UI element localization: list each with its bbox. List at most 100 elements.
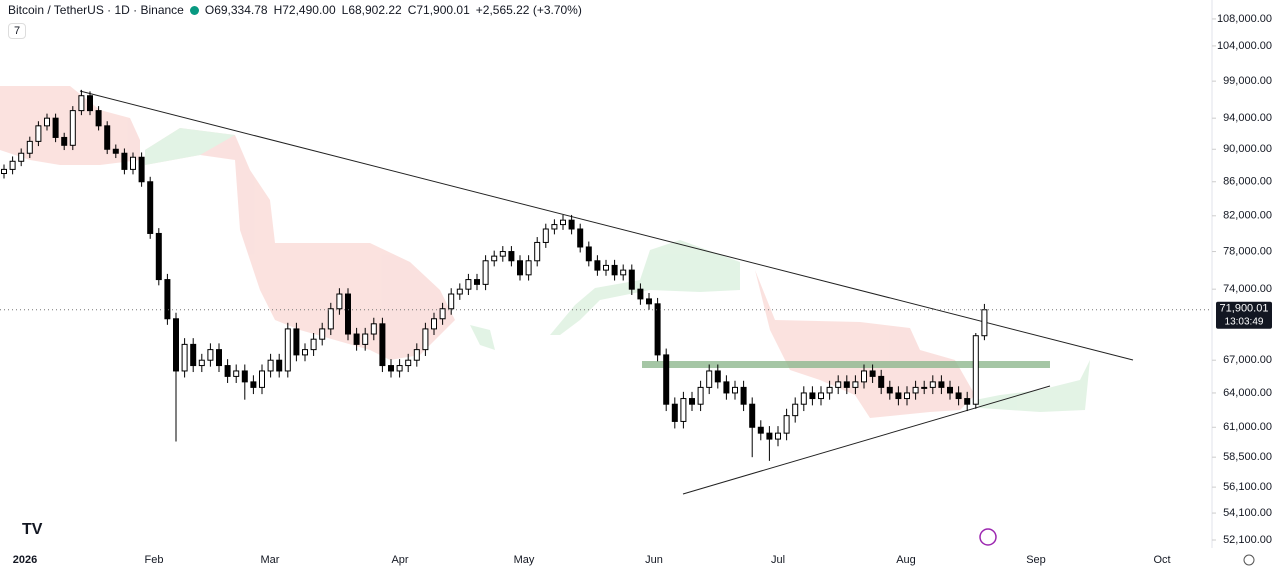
candle-body xyxy=(568,219,575,230)
candle-body xyxy=(706,370,713,388)
candle-body xyxy=(155,232,162,281)
support-zone xyxy=(642,361,1050,368)
candle-body xyxy=(551,224,558,230)
candle-body xyxy=(112,148,119,154)
y-tick-label: 104,000.00 xyxy=(1217,40,1272,52)
candle-body xyxy=(637,288,644,300)
x-tick-label: Oct xyxy=(1153,554,1170,566)
y-tick-label: 90,000.00 xyxy=(1223,143,1272,155)
candle-body xyxy=(284,328,291,372)
candle-body xyxy=(69,110,76,146)
candle-body xyxy=(224,365,231,377)
candle-body xyxy=(216,349,222,367)
y-tick-label: 64,000.00 xyxy=(1223,387,1272,399)
candle-body xyxy=(121,152,128,170)
candle-body xyxy=(646,298,652,305)
candle-body xyxy=(749,403,756,428)
candle-body xyxy=(379,323,386,367)
candle-body xyxy=(164,279,171,320)
settings-icon[interactable] xyxy=(1243,554,1255,566)
candle-body xyxy=(757,426,764,434)
y-tick-label: 86,000.00 xyxy=(1223,176,1272,188)
candle-body xyxy=(929,381,936,388)
candle-body xyxy=(147,181,154,234)
ichimoku-cloud xyxy=(0,86,1090,418)
candle-body xyxy=(671,403,678,422)
candle-body xyxy=(525,260,532,276)
candle-body xyxy=(852,381,859,388)
y-tick-label: 52,100.00 xyxy=(1223,534,1272,546)
symbol[interactable]: Bitcoin / TetherUS · 1D · Binance xyxy=(8,3,184,17)
ohlc-change: +2,565.22 (+3.70%) xyxy=(475,3,582,17)
candle-body xyxy=(792,403,799,417)
y-tick-label: 94,000.00 xyxy=(1223,112,1272,124)
candle-body xyxy=(310,338,317,351)
candle-body xyxy=(198,359,205,367)
x-tick-label: Aug xyxy=(896,554,916,566)
candle-body xyxy=(972,335,979,405)
countdown: 13:03:49 xyxy=(1225,316,1264,327)
candle-body xyxy=(353,333,360,345)
candle-body xyxy=(61,136,68,146)
candle-body xyxy=(560,219,566,226)
candle-body xyxy=(207,349,214,361)
candle-body xyxy=(895,392,902,400)
candle-body xyxy=(422,328,429,351)
y-tick-label: 99,000.00 xyxy=(1223,75,1272,87)
candle-body xyxy=(783,415,790,434)
candle-body xyxy=(44,117,50,127)
candle-body xyxy=(52,117,59,138)
candle-body xyxy=(714,370,721,383)
candle-body xyxy=(654,303,661,356)
candle-body xyxy=(482,260,489,285)
candle-body xyxy=(542,228,549,243)
candle-body xyxy=(508,251,515,262)
y-tick-label: 108,000.00 xyxy=(1217,13,1272,25)
candle-body xyxy=(663,354,670,405)
candle-body xyxy=(843,381,850,388)
x-tick-label: Sep xyxy=(1026,554,1046,566)
candle-body xyxy=(809,392,816,400)
y-tick-label: 78,000.00 xyxy=(1223,245,1272,257)
candle-body xyxy=(319,328,326,340)
candle-body xyxy=(912,386,919,394)
candle-body xyxy=(370,323,377,335)
candle-body xyxy=(439,308,446,320)
x-tick-label: 2026 xyxy=(13,554,37,566)
candle-body xyxy=(938,381,945,388)
candle-body xyxy=(241,370,248,383)
candle-body xyxy=(740,386,747,405)
y-tick-label: 82,000.00 xyxy=(1223,210,1272,222)
x-tick-label: Feb xyxy=(145,554,164,566)
candle-body xyxy=(388,365,394,372)
candle-body xyxy=(18,152,25,162)
candle-body xyxy=(190,343,197,367)
candle-body xyxy=(405,359,412,367)
candle-body xyxy=(517,260,523,276)
candle-body xyxy=(336,293,343,310)
candle-body xyxy=(775,432,781,440)
candle-body xyxy=(327,308,334,330)
candle-body xyxy=(628,269,635,290)
candle-body xyxy=(921,386,928,389)
candle-body xyxy=(413,349,420,361)
candle-body xyxy=(138,156,145,183)
candle-body xyxy=(594,260,601,271)
candle-body xyxy=(130,156,136,170)
candle-body xyxy=(233,370,240,377)
ohlc-close: C71,900.01 xyxy=(407,3,470,17)
alert-icon[interactable] xyxy=(979,528,997,546)
candle-body xyxy=(732,386,738,394)
last-price-label: 71,900.01 xyxy=(1220,303,1269,315)
candle-body xyxy=(964,398,971,405)
candle-body xyxy=(886,386,893,394)
candle-body xyxy=(577,228,584,248)
candle-body xyxy=(181,343,188,372)
y-tick-label: 67,000.00 xyxy=(1223,354,1272,366)
candle-body xyxy=(474,279,480,285)
trendline-lower xyxy=(682,385,1051,495)
indicator-chip[interactable]: 7 xyxy=(8,23,27,39)
candle-body xyxy=(955,392,962,400)
candle-body xyxy=(491,255,498,262)
